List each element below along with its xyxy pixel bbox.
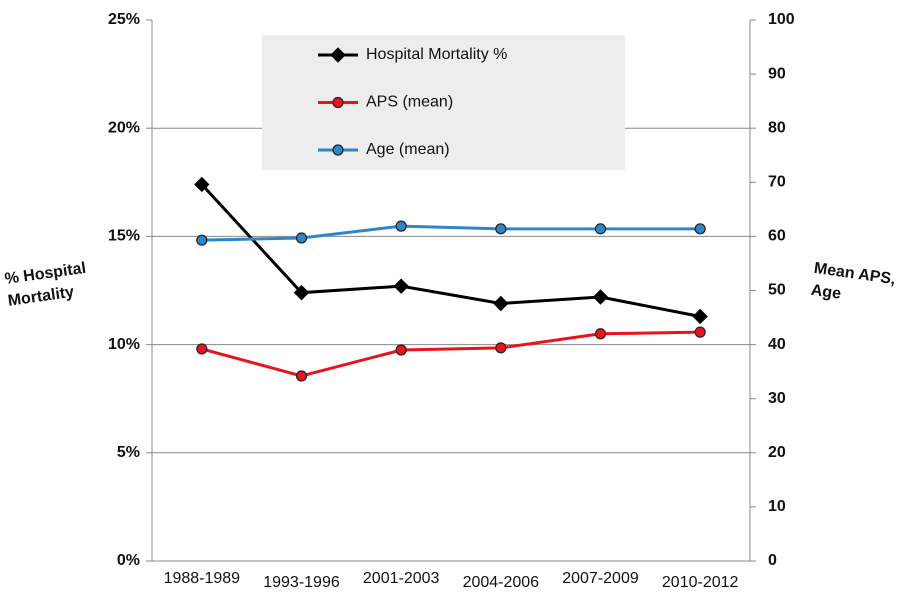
series-line [200, 183, 701, 318]
y-tick-label: 10% [108, 336, 140, 353]
y2-tick-label: 90 [768, 65, 786, 82]
legend-label: APS (mean) [366, 94, 453, 111]
legend: Hospital Mortality % APS (mean) Age (mean) [262, 35, 625, 170]
data-point [495, 223, 507, 235]
y2-tick-label: 40 [768, 336, 786, 353]
data-point [594, 223, 607, 235]
data-point [395, 344, 407, 356]
data-point [594, 328, 607, 340]
y2-tick-label: 30 [768, 390, 786, 407]
data-point [194, 176, 210, 193]
y-tick-label: 15% [108, 228, 140, 245]
x-tick-label: 2001-2003 [363, 570, 440, 587]
data-point [295, 370, 308, 382]
data-point [196, 234, 208, 246]
y-tick-label: 20% [108, 119, 140, 136]
legend-marker [332, 96, 344, 109]
data-point [395, 220, 407, 232]
y-tick-label: 0% [117, 552, 140, 569]
data-point [493, 295, 509, 312]
legend-marker [332, 144, 344, 156]
series-line [201, 224, 701, 242]
x-tick-label: 2010-2012 [662, 574, 739, 591]
y2-tick-label: 20 [768, 444, 786, 461]
data-point [293, 284, 310, 301]
x-tick-label: 1993-1996 [263, 574, 340, 591]
x-tick-label: 2007-2009 [562, 570, 639, 587]
x-tick-label: 1988-1989 [164, 570, 241, 587]
y2-tick-label: 50 [768, 282, 786, 299]
y-tick-label: 25% [108, 11, 140, 28]
data-point [692, 308, 708, 325]
data-point [592, 289, 609, 305]
y2-tick-label: 10 [768, 498, 786, 515]
data-point [694, 326, 706, 338]
y2-tick-label: 70 [768, 174, 786, 191]
y2-tick-label: 100 [768, 11, 795, 28]
data-point [295, 232, 308, 244]
legend-label: Hospital Mortality % [366, 46, 507, 63]
data-point [495, 342, 507, 354]
data-point [393, 278, 409, 294]
data-point [694, 223, 706, 235]
series-line [201, 330, 701, 378]
y2-tick-label: 0 [768, 552, 777, 569]
y-tick-label: 5% [117, 444, 140, 461]
y2-tick-label: 60 [768, 228, 786, 245]
x-tick-label: 2004-2006 [463, 574, 540, 591]
y2-tick-label: 80 [768, 119, 786, 136]
legend-label: Age (mean) [366, 141, 450, 158]
data-point [196, 343, 208, 355]
legend-marker [330, 47, 346, 63]
